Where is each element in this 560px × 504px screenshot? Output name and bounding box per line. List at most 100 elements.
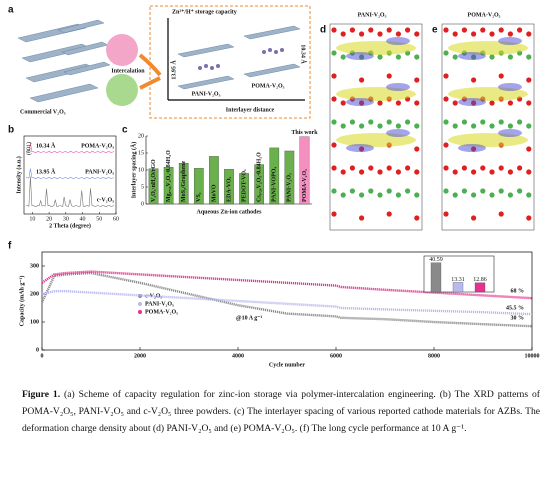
polymer-circle (106, 34, 138, 66)
atom (526, 100, 532, 106)
atom (340, 100, 346, 106)
atom (349, 165, 355, 171)
atom (331, 50, 337, 56)
charge-blob (458, 98, 486, 106)
atom (368, 27, 374, 33)
atom (471, 77, 477, 83)
charge-blob (498, 129, 522, 137)
atom (452, 31, 458, 37)
atom (461, 188, 467, 194)
series-line (41, 290, 533, 316)
atom (526, 31, 532, 37)
x-tick-label: 6000 (330, 353, 342, 359)
panel-label: c (122, 125, 128, 136)
atom (526, 192, 532, 198)
peak-label: (001) (25, 142, 32, 155)
atom (386, 27, 392, 33)
atom (386, 165, 392, 171)
atom (507, 169, 513, 175)
atom (331, 73, 337, 79)
atom (414, 146, 420, 152)
atom (461, 165, 467, 171)
atom (414, 100, 420, 106)
atom (359, 215, 365, 221)
atom (507, 54, 513, 60)
atom (489, 100, 495, 106)
atom (359, 169, 365, 175)
atom (405, 188, 411, 194)
atom (498, 27, 504, 33)
x-tick-label: 20 (46, 216, 52, 222)
atom (405, 119, 411, 125)
y-tick-label: 0 (36, 347, 39, 353)
label: Intercalation (111, 68, 145, 74)
atom (405, 27, 411, 33)
bar (239, 173, 249, 205)
plot-frame (41, 251, 533, 351)
atom (386, 119, 392, 125)
atom (517, 188, 523, 194)
bar (269, 147, 280, 205)
arrow (138, 53, 162, 77)
atom (331, 27, 337, 33)
atom (359, 31, 365, 37)
atom (349, 27, 355, 33)
polymer-circle (106, 74, 138, 106)
x-tick-label: 0 (41, 353, 44, 359)
x-tick-label: 50 (96, 216, 102, 222)
plot-frame (23, 135, 117, 215)
label: 13.95 Å (169, 60, 177, 80)
atom (498, 73, 504, 79)
x-tick-label: 40 (80, 216, 86, 222)
label: Cycle number (269, 362, 305, 368)
legend-marker (138, 310, 142, 314)
arrow (139, 76, 161, 90)
legend-label: PANI-V₂O₅ (145, 301, 174, 307)
atom (489, 123, 495, 129)
charge-blob (498, 83, 522, 91)
pattern-spacing: 10.34 Å (36, 141, 56, 149)
atom (498, 211, 504, 217)
atom (377, 31, 383, 37)
atom (340, 54, 346, 60)
slabs-intercalated (177, 25, 301, 90)
charge-blob (346, 52, 374, 60)
label: PANI-V₂O₅ (192, 91, 221, 97)
atom (471, 169, 477, 175)
atom (517, 165, 523, 171)
charge-blob (498, 37, 522, 45)
atom (359, 77, 365, 83)
atom (331, 96, 337, 102)
atom (489, 169, 495, 175)
xrd-pattern (25, 176, 115, 208)
bar (224, 169, 234, 205)
atom (405, 165, 411, 171)
atom (414, 54, 420, 60)
bar-label: POMA-V₂O₅ (302, 169, 308, 202)
bar-label: EDA-VOₓ (226, 176, 232, 202)
atom (489, 54, 495, 60)
atom (395, 100, 401, 106)
legend-label: POMA-V₂O₅ (145, 309, 178, 315)
atom (443, 119, 449, 125)
retention-label: 30 % (511, 316, 525, 322)
y-tick-label: 0 (141, 201, 144, 207)
panel-label: f (8, 241, 12, 252)
atom (443, 142, 449, 148)
x-tick-label: 60 (113, 216, 119, 222)
inset-value: 40.59 (429, 257, 443, 263)
bar-label: Mg₀.₃₄V₂O₅·0.84H₂O (166, 150, 172, 202)
atom (331, 165, 337, 171)
cell-box (441, 23, 535, 231)
x-tick-label: 10 (29, 216, 35, 222)
label: Aqueous Zn-ion cathodes (196, 209, 262, 215)
rate-label: @10 A g⁻¹ (236, 315, 262, 321)
atom (461, 27, 467, 33)
bar (299, 136, 310, 205)
atom (443, 50, 449, 56)
pattern-spacing: 13.95 Å (36, 167, 56, 175)
inset-value: 13.31 (451, 277, 465, 283)
atom (526, 215, 532, 221)
atom (377, 169, 383, 175)
atom (498, 119, 504, 125)
